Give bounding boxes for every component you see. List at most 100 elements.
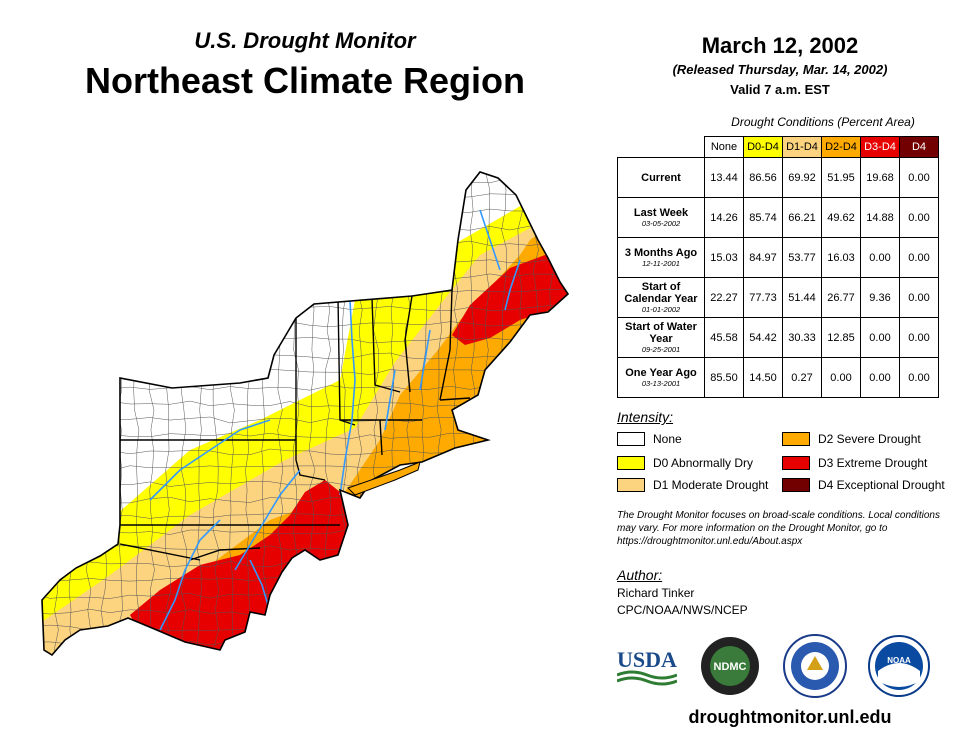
rivers-and-lakes bbox=[149, 209, 521, 631]
legend-label: D3 Extreme Drought bbox=[818, 456, 928, 470]
col-header-d1-d4: D1-D4 bbox=[782, 136, 822, 158]
col-header-d2-d4: D2-D4 bbox=[821, 136, 861, 158]
map-d3-ne-area bbox=[452, 255, 568, 345]
row-label: Last Week 03-05-2002 bbox=[617, 197, 705, 238]
table-cell: 0.00 bbox=[860, 357, 900, 398]
svg-text:NOAA: NOAA bbox=[887, 656, 911, 665]
disclaimer-note: The Drought Monitor focuses on broad-sca… bbox=[617, 510, 940, 547]
legend-item-d0: D0 Abnormally Dry bbox=[617, 456, 753, 470]
table-cell: 19.68 bbox=[860, 157, 900, 198]
table-cell: 84.97 bbox=[743, 237, 783, 278]
table-cell: 0.00 bbox=[899, 277, 939, 318]
table-row: 3 Months Ago 12-11-2001 15.03 84.97 53.77… bbox=[617, 237, 939, 278]
legend-label: D0 Abnormally Dry bbox=[653, 456, 754, 470]
table-row: Last Week 03-05-2002 14.26 85.74 66.21 49… bbox=[617, 197, 939, 238]
noaa-logo: NOAA bbox=[868, 635, 930, 702]
table-row: Start of Water Year 09-25-2001 45.58 54.4… bbox=[617, 317, 939, 358]
county-line bbox=[30, 657, 590, 663]
table-cell: 51.95 bbox=[821, 157, 861, 198]
legend-label: D4 Exceptional Drought bbox=[818, 478, 945, 492]
table-cell: 0.00 bbox=[899, 357, 939, 398]
legend-swatch bbox=[617, 478, 645, 492]
col-header-none: None bbox=[704, 136, 744, 158]
table-cell: 0.00 bbox=[899, 157, 939, 198]
table-cell: 0.00 bbox=[899, 317, 939, 358]
county-line bbox=[42, 624, 568, 632]
legend-title: Intensity: bbox=[617, 409, 674, 425]
legend-label: D2 Severe Drought bbox=[818, 432, 921, 446]
row-label: Start of Calendar Year 01-01-2002 bbox=[617, 277, 705, 318]
table-cell: 51.44 bbox=[782, 277, 822, 318]
drought-map bbox=[30, 170, 590, 670]
table-row: Start of Calendar Year 01-01-2002 22.27 7… bbox=[617, 277, 939, 318]
svg-text:NDMC: NDMC bbox=[714, 661, 747, 673]
col-header-d4: D4 bbox=[899, 136, 939, 158]
table-cell: 26.77 bbox=[821, 277, 861, 318]
table-cell: 0.00 bbox=[899, 237, 939, 278]
release-date: (Released Thursday, Mar. 14, 2002) bbox=[672, 62, 888, 77]
col-header-d3-d4: D3-D4 bbox=[860, 136, 900, 158]
map-subtitle: U.S. Drought Monitor bbox=[194, 28, 416, 53]
county-line bbox=[42, 172, 44, 655]
table-cell: 86.56 bbox=[743, 157, 783, 198]
usda-logo: USDA bbox=[616, 645, 678, 695]
table-corner bbox=[618, 137, 705, 158]
table-cell: 54.42 bbox=[743, 317, 783, 358]
table-cell: 69.92 bbox=[782, 157, 822, 198]
row-label: Start of Water Year 09-25-2001 bbox=[617, 317, 705, 358]
table-cell: 53.77 bbox=[782, 237, 822, 278]
legend-swatch bbox=[617, 432, 645, 446]
table-cell: 0.00 bbox=[860, 237, 900, 278]
table-cell: 0.00 bbox=[860, 317, 900, 358]
table-cell: 85.50 bbox=[704, 357, 744, 398]
legend-item-d4: D4 Exceptional Drought bbox=[782, 478, 945, 492]
legend-swatch bbox=[617, 456, 645, 470]
legend-item-d3: D3 Extreme Drought bbox=[782, 456, 927, 470]
county-line bbox=[548, 172, 556, 655]
row-label: One Year Ago 03-13-2001 bbox=[617, 357, 705, 398]
table-cell: 66.21 bbox=[782, 197, 822, 238]
row-label: Current bbox=[617, 157, 705, 198]
legend-label: D1 Moderate Drought bbox=[653, 478, 769, 492]
table-cell: 22.27 bbox=[704, 277, 744, 318]
table-row: Current 13.44 86.56 69.92 51.95 19.68 0.… bbox=[617, 157, 939, 198]
county-line bbox=[564, 172, 568, 655]
legend-swatch bbox=[782, 432, 810, 446]
table-cell: 15.03 bbox=[704, 237, 744, 278]
author-name: Richard Tinker bbox=[617, 586, 695, 600]
table-cell: 13.44 bbox=[704, 157, 744, 198]
drought-conditions-table: None D0-D4 D1-D4 D2-D4 D3-D4 D4 Current … bbox=[617, 136, 939, 398]
table-cell: 85.74 bbox=[743, 197, 783, 238]
table-caption: Drought Conditions (Percent Area) bbox=[731, 115, 915, 129]
table-cell: 12.85 bbox=[821, 317, 861, 358]
ndmc-logo: NDMC bbox=[700, 636, 760, 701]
county-line bbox=[42, 177, 568, 184]
commerce-seal-logo bbox=[783, 634, 847, 703]
table-cell: 14.88 bbox=[860, 197, 900, 238]
author-heading: Author: bbox=[617, 567, 663, 583]
table-cell: 14.26 bbox=[704, 197, 744, 238]
col-header-d0-d4: D0-D4 bbox=[743, 136, 783, 158]
legend-label: None bbox=[653, 432, 682, 446]
table-cell: 16.03 bbox=[821, 237, 861, 278]
table-cell: 77.73 bbox=[743, 277, 783, 318]
website-link[interactable]: droughtmonitor.unl.edu bbox=[688, 707, 892, 727]
row-label: 3 Months Ago 12-11-2001 bbox=[617, 237, 705, 278]
table-cell: 49.62 bbox=[821, 197, 861, 238]
author-organization: CPC/NOAA/NWS/NCEP bbox=[617, 603, 748, 617]
svg-text:USDA: USDA bbox=[617, 647, 677, 672]
county-line bbox=[42, 640, 568, 648]
map-title: Northeast Climate Region bbox=[84, 60, 526, 101]
table-cell: 45.58 bbox=[704, 317, 744, 358]
valid-time: Valid 7 a.m. EST bbox=[730, 82, 830, 97]
table-cell: 0.27 bbox=[782, 357, 822, 398]
legend-item-none: None bbox=[617, 432, 682, 446]
legend-item-d1: D1 Moderate Drought bbox=[617, 478, 768, 492]
map-date: March 12, 2002 bbox=[701, 33, 859, 58]
legend-item-d2: D2 Severe Drought bbox=[782, 432, 921, 446]
long-island bbox=[347, 461, 421, 496]
table-cell: 0.00 bbox=[899, 197, 939, 238]
legend-swatch bbox=[782, 456, 810, 470]
county-line bbox=[581, 170, 587, 670]
table-cell: 9.36 bbox=[860, 277, 900, 318]
